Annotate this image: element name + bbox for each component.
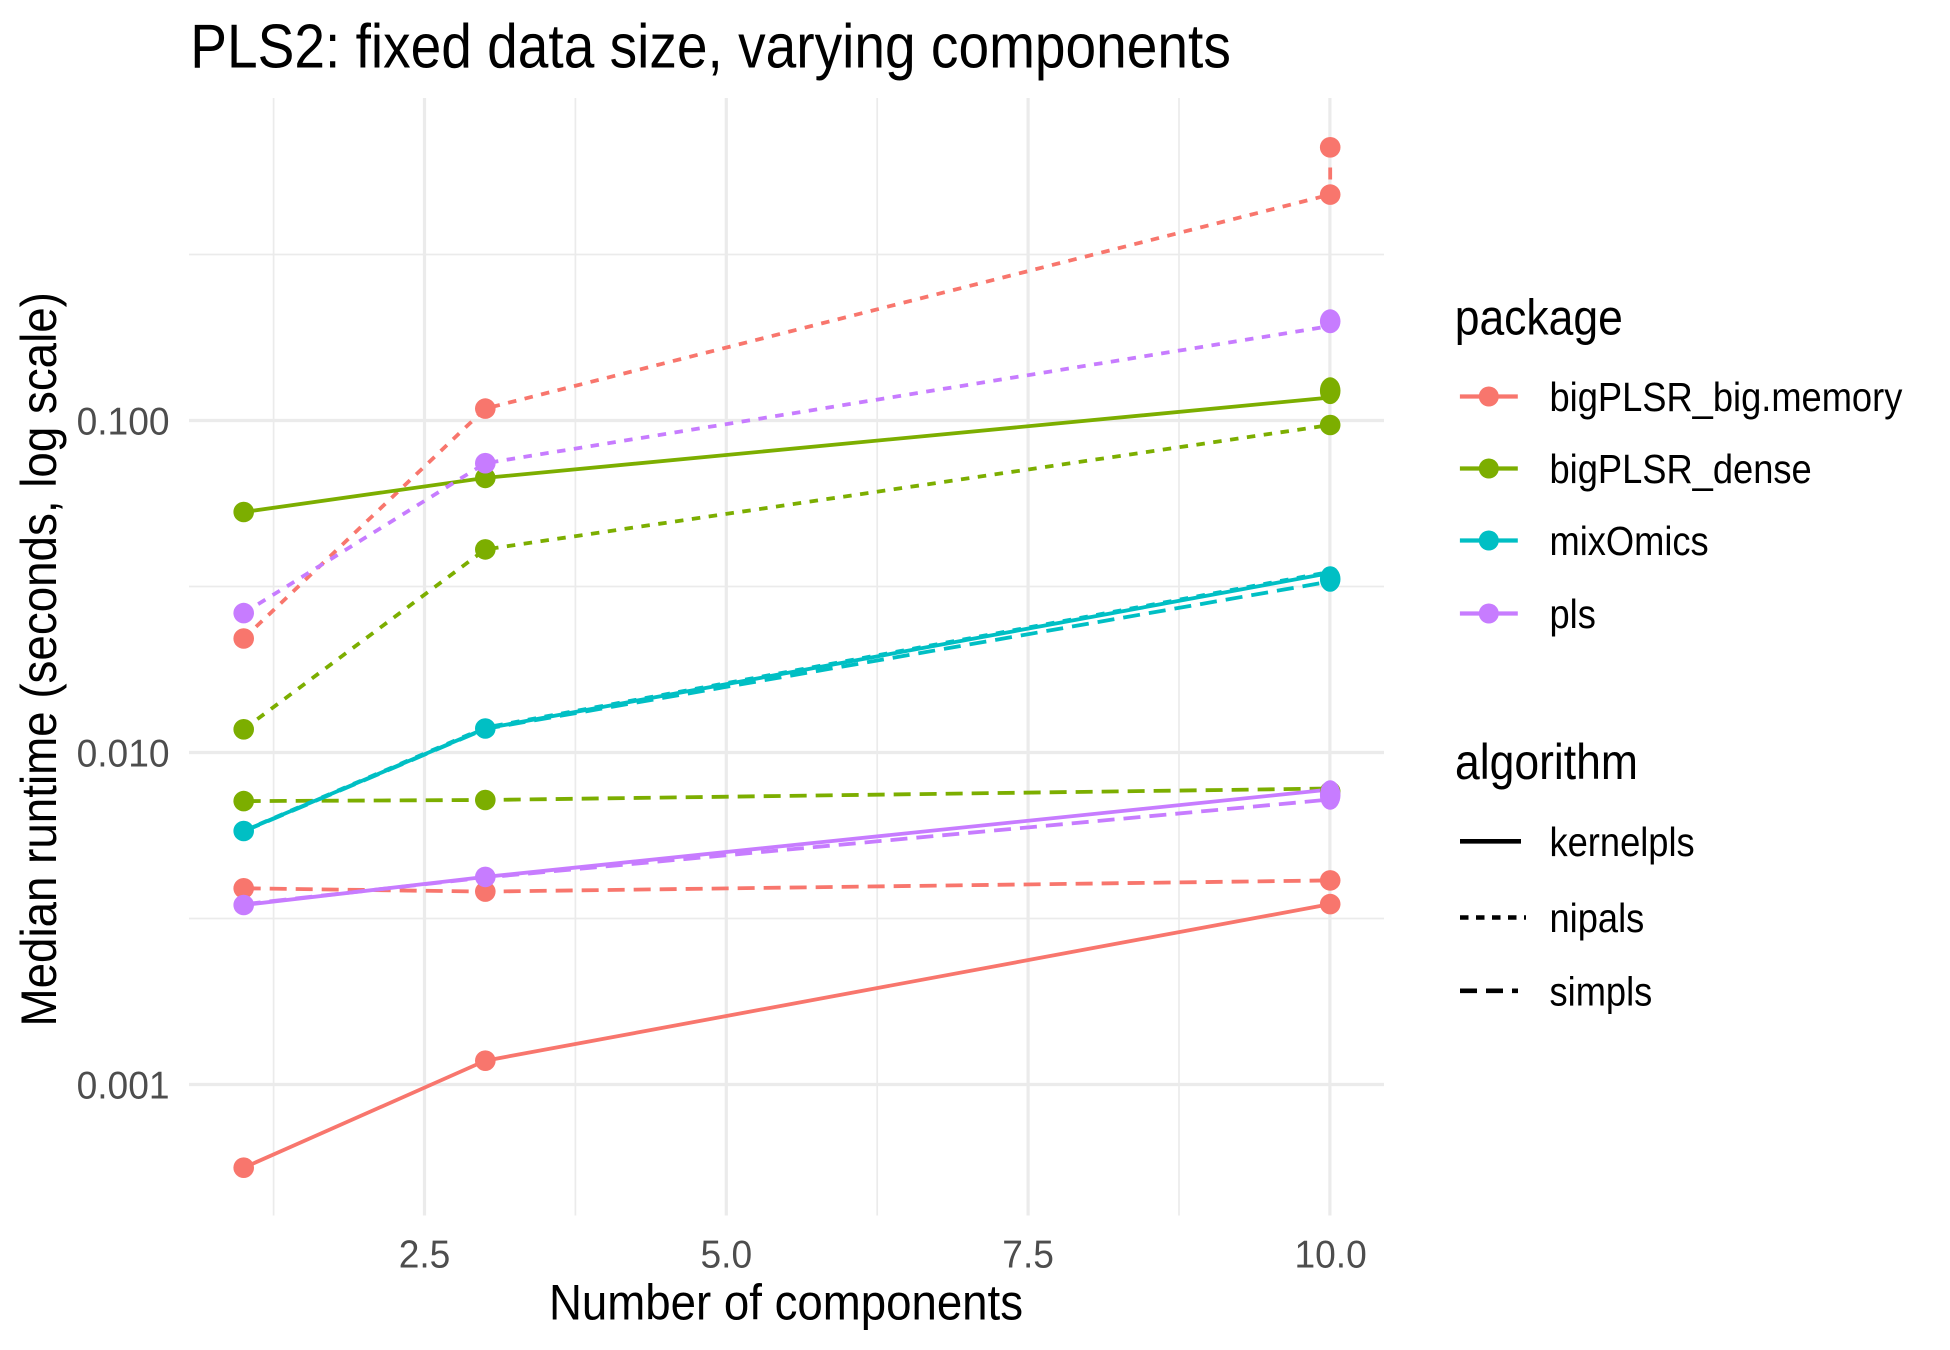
svg-text:bigPLSR_dense: bigPLSR_dense <box>1550 447 1812 492</box>
svg-text:simpls: simpls <box>1550 970 1653 1015</box>
svg-text:PLS2: fixed data size, varying: PLS2: fixed data size, varying component… <box>190 13 1231 82</box>
svg-text:bigPLSR_big.memory: bigPLSR_big.memory <box>1550 375 1904 420</box>
svg-text:5.0: 5.0 <box>700 1232 752 1276</box>
svg-text:mixOmics: mixOmics <box>1550 519 1709 564</box>
svg-text:nipals: nipals <box>1550 896 1645 941</box>
svg-text:0.010: 0.010 <box>77 732 170 776</box>
svg-text:algorithm: algorithm <box>1455 735 1638 791</box>
svg-text:7.5: 7.5 <box>1002 1232 1054 1276</box>
svg-text:Median runtime (seconds, log s: Median runtime (seconds, log scale) <box>12 292 67 1026</box>
svg-text:10.0: 10.0 <box>1294 1232 1366 1276</box>
svg-text:0.001: 0.001 <box>77 1064 170 1108</box>
svg-text:kernelpls: kernelpls <box>1550 820 1695 865</box>
svg-text:pls: pls <box>1550 592 1596 637</box>
svg-text:package: package <box>1455 290 1623 346</box>
svg-text:Number of components: Number of components <box>549 1276 1023 1331</box>
svg-text:0.100: 0.100 <box>77 399 170 443</box>
svg-text:2.5: 2.5 <box>399 1232 451 1276</box>
